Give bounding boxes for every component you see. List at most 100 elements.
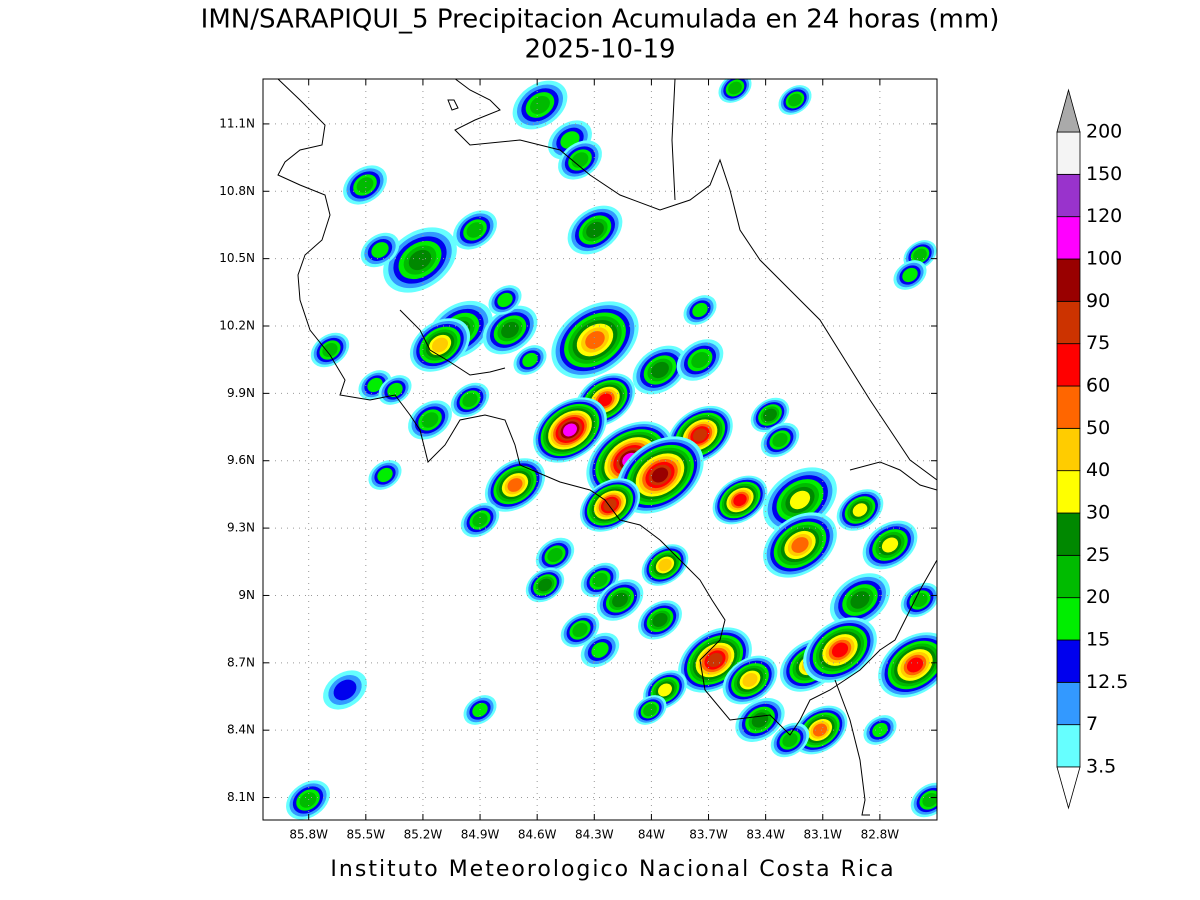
rain-contour — [872, 722, 888, 738]
rain-cell — [750, 397, 790, 433]
rain-cell — [453, 210, 497, 250]
rain-contour — [902, 267, 918, 283]
x-tick-label: 85.2W — [404, 828, 443, 842]
rain-cell — [360, 232, 400, 268]
rain-cell — [836, 489, 884, 531]
rain-contour — [912, 592, 928, 608]
rain-contour — [299, 792, 317, 808]
rain-cell — [525, 567, 565, 603]
rain-contour — [472, 512, 488, 528]
x-tick-label: 85.8W — [289, 828, 328, 842]
rain-contour — [333, 679, 357, 701]
colorbar-label: 100 — [1086, 248, 1122, 270]
rain-cell — [533, 397, 607, 463]
colorbar-label: 150 — [1086, 163, 1122, 185]
colorbar-segment — [1056, 343, 1081, 387]
rain-contour — [367, 377, 383, 393]
y-tick-label: 10.8N — [219, 184, 255, 198]
colorbar-over — [1056, 88, 1081, 133]
rain-contour — [371, 242, 389, 258]
rain-contour — [377, 467, 393, 483]
rain-cell — [641, 544, 689, 586]
x-tick-label: 84W — [638, 828, 665, 842]
rain-cell — [722, 655, 778, 705]
rain-cell — [343, 165, 387, 205]
colorbar-segment — [1056, 258, 1081, 302]
rain-contour — [612, 592, 628, 608]
rain-contour — [501, 321, 519, 339]
rain-contour — [658, 683, 672, 697]
rain-contour — [728, 81, 742, 95]
rain-cell — [893, 260, 927, 290]
rain-contour — [831, 642, 849, 658]
rain-contour — [791, 537, 809, 553]
x-tick-label: 84.6W — [518, 828, 557, 842]
rain-cell — [632, 345, 688, 395]
colorbar-segment — [1056, 385, 1081, 429]
rain-cell — [862, 520, 918, 570]
rain-contour — [651, 467, 669, 483]
gulf-coast — [399, 309, 506, 376]
rain-contour — [763, 408, 777, 422]
rain-cell — [450, 382, 490, 418]
rain-cell — [863, 715, 897, 745]
rain-cell — [579, 478, 641, 532]
rain-contour — [591, 642, 609, 658]
rain-cell — [463, 695, 497, 725]
rain-contour — [356, 177, 374, 193]
rain-cell — [596, 579, 644, 621]
colorbar-label: 20 — [1086, 586, 1110, 608]
x-tick-label: 83.1W — [803, 828, 842, 842]
rain-cell — [560, 612, 600, 648]
rain-contour — [586, 221, 604, 239]
rain-cell — [829, 573, 891, 627]
y-tick-label: 9.6N — [227, 453, 255, 467]
rain-contour — [431, 337, 449, 353]
rain-cell — [310, 332, 350, 368]
rain-contour — [585, 331, 605, 349]
rain-cell — [667, 405, 733, 465]
x-tick-label: 85.5W — [347, 828, 386, 842]
y-tick-label: 8.7N — [227, 655, 255, 669]
rain-contour — [547, 547, 563, 563]
colorbar-segment — [1056, 639, 1081, 683]
y-tick-label: 8.4N — [227, 723, 255, 737]
rain-contour — [387, 382, 403, 398]
rain-contour — [658, 558, 672, 572]
rain-contour — [788, 93, 802, 107]
rain-contour — [522, 352, 538, 368]
colorbar-label: 25 — [1086, 544, 1110, 566]
axes: 85.8W 85.5W 85.2W 84.9W 84.6W 84.3W 84W 83.7W 83… — [219, 79, 937, 842]
title: IMN/SARAPIQUI_5 Precipitacion Acumulada … — [201, 5, 1000, 35]
rain-contour — [881, 537, 899, 553]
rain-cell — [368, 460, 402, 490]
rain-cell — [383, 227, 457, 293]
colorbar-label: 75 — [1086, 332, 1110, 354]
rain-contour — [472, 702, 488, 718]
rain-contour — [733, 493, 747, 507]
colorbar-segment — [1056, 597, 1081, 641]
rain-contour — [497, 292, 513, 308]
colorbar-segment — [1056, 681, 1081, 726]
rain-cell — [683, 295, 717, 325]
colorbar-label: 200 — [1086, 121, 1122, 143]
rain-contour — [651, 361, 669, 379]
colorbar-segment — [1056, 300, 1081, 345]
rain-cell — [513, 345, 547, 375]
rain-contour — [466, 222, 484, 238]
rain-contour — [772, 432, 788, 448]
colorbar-segment — [1056, 554, 1081, 599]
y-tick-label: 9.3N — [227, 521, 255, 535]
plot-frame — [262, 78, 938, 821]
x-tick-label: 84.3W — [575, 828, 614, 842]
rain-cell — [803, 617, 877, 683]
rain-cell — [633, 695, 667, 725]
rain-contour — [691, 351, 709, 369]
rain-cell — [558, 140, 602, 180]
rain-cell — [638, 600, 682, 640]
colorbar-label: 40 — [1086, 459, 1110, 481]
rain-cell — [712, 475, 768, 525]
colorbar-under — [1056, 766, 1081, 810]
rain-contour — [852, 503, 868, 517]
